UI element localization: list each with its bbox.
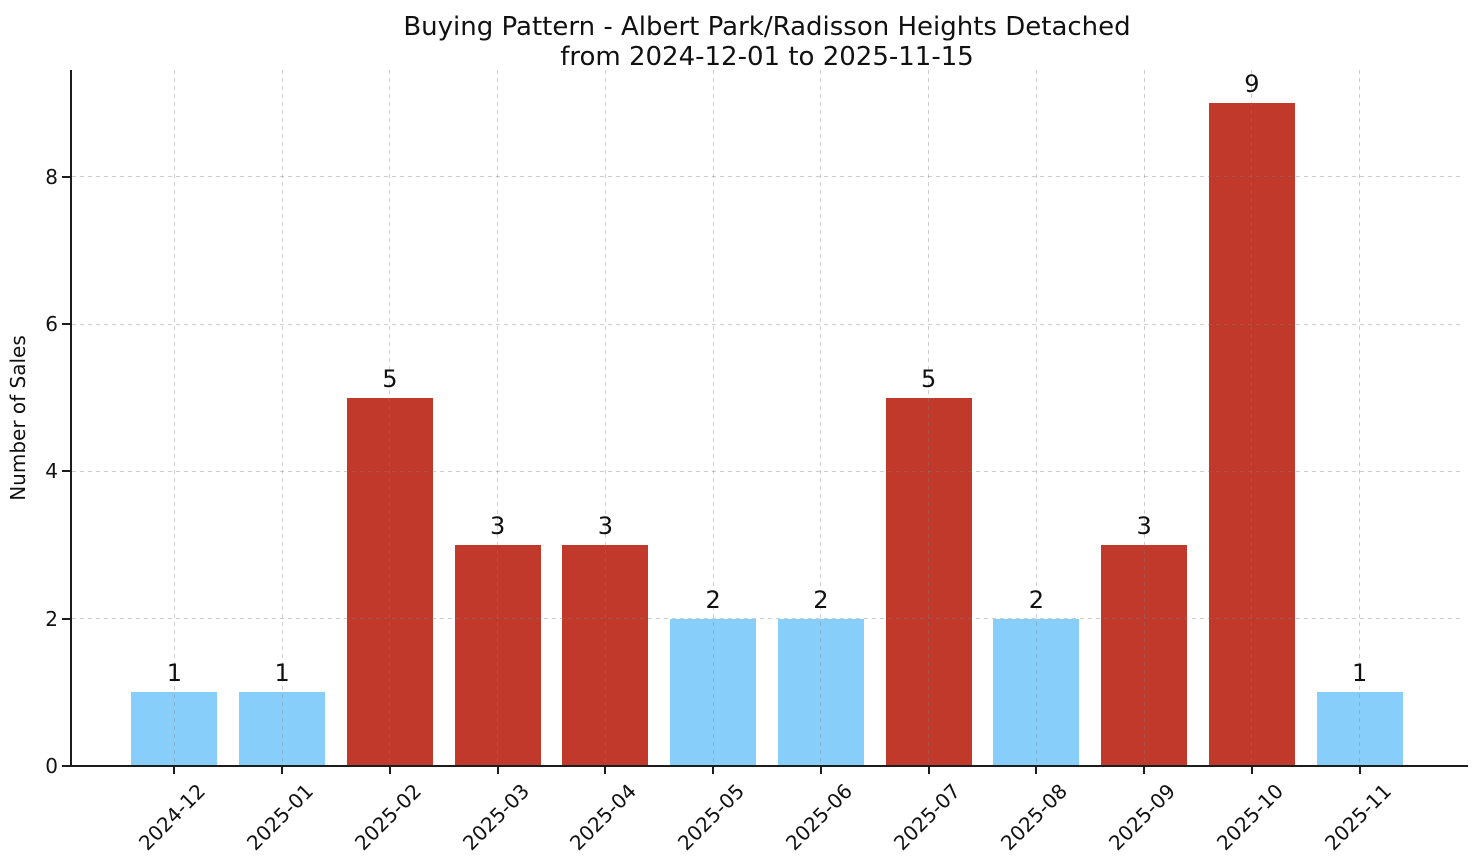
bar-value-label: 5 [382, 364, 398, 393]
x-tick-mark [1035, 766, 1038, 774]
chart-title-line2: from 2024-12-01 to 2025-11-15 [560, 42, 974, 72]
bar [670, 618, 757, 766]
y-tick-label: 6 [45, 312, 58, 337]
bar-value-label: 3 [597, 512, 613, 541]
v-gridline [1359, 70, 1361, 766]
y-tick-label: 8 [45, 164, 58, 189]
bar-value-label: 9 [1244, 70, 1260, 99]
v-gridline [820, 70, 822, 766]
v-gridline [173, 70, 175, 766]
bar [239, 692, 326, 766]
v-gridline [928, 70, 930, 766]
bar-value-label: 3 [1136, 512, 1152, 541]
y-tick-label: 4 [45, 459, 58, 484]
bar [131, 692, 218, 766]
v-gridline [1035, 70, 1037, 766]
bar [1316, 692, 1403, 766]
x-tick-mark [604, 766, 607, 774]
x-tick-mark [1143, 766, 1146, 774]
x-tick-mark [281, 766, 284, 774]
y-axis-spine [70, 70, 72, 767]
bar-value-label: 2 [813, 585, 829, 614]
x-tick-mark [1358, 766, 1361, 774]
y-tick-label: 2 [45, 606, 58, 631]
x-tick-mark [819, 766, 822, 774]
h-gridline [72, 323, 1462, 325]
y-tick-mark [62, 175, 70, 178]
v-gridline [281, 70, 283, 766]
x-tick-mark [388, 766, 391, 774]
bar-value-label: 2 [705, 585, 721, 614]
bar [346, 397, 433, 766]
bar [1208, 103, 1295, 766]
h-gridline [72, 618, 1462, 620]
y-tick-mark [62, 765, 70, 767]
x-tick-mark [496, 766, 499, 774]
bar [1101, 545, 1188, 766]
x-axis-spine [70, 765, 1468, 767]
x-tick-mark [712, 766, 715, 774]
bar-value-label: 5 [920, 364, 937, 393]
v-gridline [389, 70, 391, 766]
bar [885, 397, 972, 766]
bar-value-label: 1 [274, 659, 290, 688]
bar-value-label: 2 [1028, 585, 1045, 614]
bar-value-label: 3 [489, 512, 506, 541]
h-gridline [72, 470, 1462, 472]
bar-value-label: 1 [1351, 659, 1368, 688]
v-gridline [712, 70, 714, 766]
chart-title: Buying Pattern - Albert Park/Radisson He… [72, 12, 1462, 72]
bar [777, 618, 864, 766]
v-gridline [604, 70, 606, 766]
y-tick-mark [62, 617, 70, 620]
v-gridline [1251, 70, 1253, 766]
chart-title-line1: Buying Pattern - Albert Park/Radisson He… [403, 12, 1131, 42]
v-gridline [1143, 70, 1145, 766]
bar [993, 618, 1080, 766]
y-tick-mark [62, 323, 70, 326]
h-gridline [72, 176, 1462, 178]
x-tick-mark [927, 766, 930, 774]
bar-value-label: 1 [166, 659, 182, 688]
x-tick-mark [173, 766, 176, 774]
bar [562, 545, 649, 766]
y-tick-label: 0 [45, 754, 58, 778]
x-tick-mark [1250, 766, 1253, 774]
bar [454, 545, 541, 766]
v-gridline [497, 70, 499, 766]
y-tick-mark [62, 470, 70, 473]
